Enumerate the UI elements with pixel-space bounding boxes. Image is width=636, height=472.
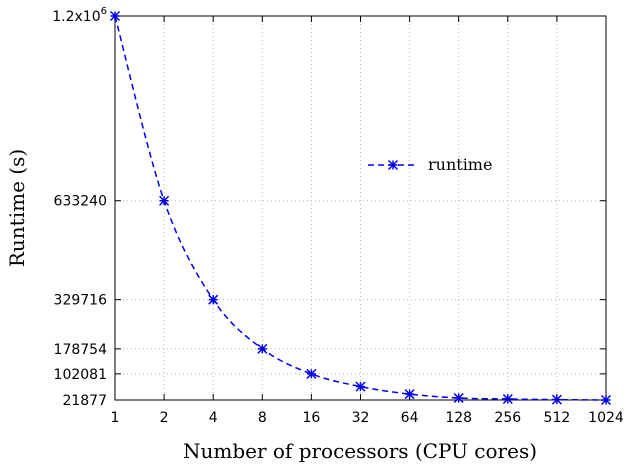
x-tick-label: 1 bbox=[111, 410, 120, 426]
series-runtime bbox=[109, 10, 612, 406]
y-tick-label: 102081 bbox=[54, 367, 107, 383]
x-tick-label: 4 bbox=[209, 410, 218, 426]
legend: runtime bbox=[368, 155, 492, 174]
grid-lines bbox=[115, 16, 606, 400]
x-tick-label: 512 bbox=[544, 410, 571, 426]
data-point bbox=[257, 343, 268, 354]
data-point bbox=[502, 393, 513, 405]
x-tick-label: 32 bbox=[352, 410, 370, 426]
legend-marker-star bbox=[387, 159, 399, 171]
legend-asterisk-marker bbox=[387, 159, 399, 171]
data-point bbox=[208, 294, 219, 305]
axis-ticks: 1 2 4 8 16 32 64 128 256 512 1024 21877 102081 178754… bbox=[52, 6, 624, 426]
x-tick-label: 1024 bbox=[588, 410, 624, 426]
x-tick-label: 128 bbox=[445, 410, 472, 426]
x-tick-label: 64 bbox=[401, 410, 419, 426]
x-tick-label: 16 bbox=[302, 410, 320, 426]
data-point bbox=[109, 10, 121, 22]
data-point bbox=[159, 195, 170, 206]
x-tick-label: 256 bbox=[494, 410, 521, 426]
x-axis-title: Number of processors (CPU cores) bbox=[183, 439, 537, 463]
data-point bbox=[355, 381, 366, 392]
y-tick-label: 21877 bbox=[62, 393, 107, 409]
legend-label-runtime: runtime bbox=[428, 155, 492, 174]
data-point bbox=[404, 389, 415, 400]
y-tick-label: 178754 bbox=[54, 342, 108, 358]
data-point bbox=[306, 368, 317, 379]
data-point bbox=[600, 394, 612, 406]
data-point bbox=[551, 394, 562, 405]
y-axis-title: Runtime (s) bbox=[5, 149, 29, 267]
y-tick-label: 1.2x106 bbox=[52, 6, 107, 25]
x-tick-label: 8 bbox=[258, 410, 267, 426]
data-point bbox=[453, 392, 464, 404]
y-tick-label: 633240 bbox=[54, 194, 107, 210]
x-tick-label: 2 bbox=[160, 410, 169, 426]
y-tick-label: 329716 bbox=[54, 293, 108, 309]
